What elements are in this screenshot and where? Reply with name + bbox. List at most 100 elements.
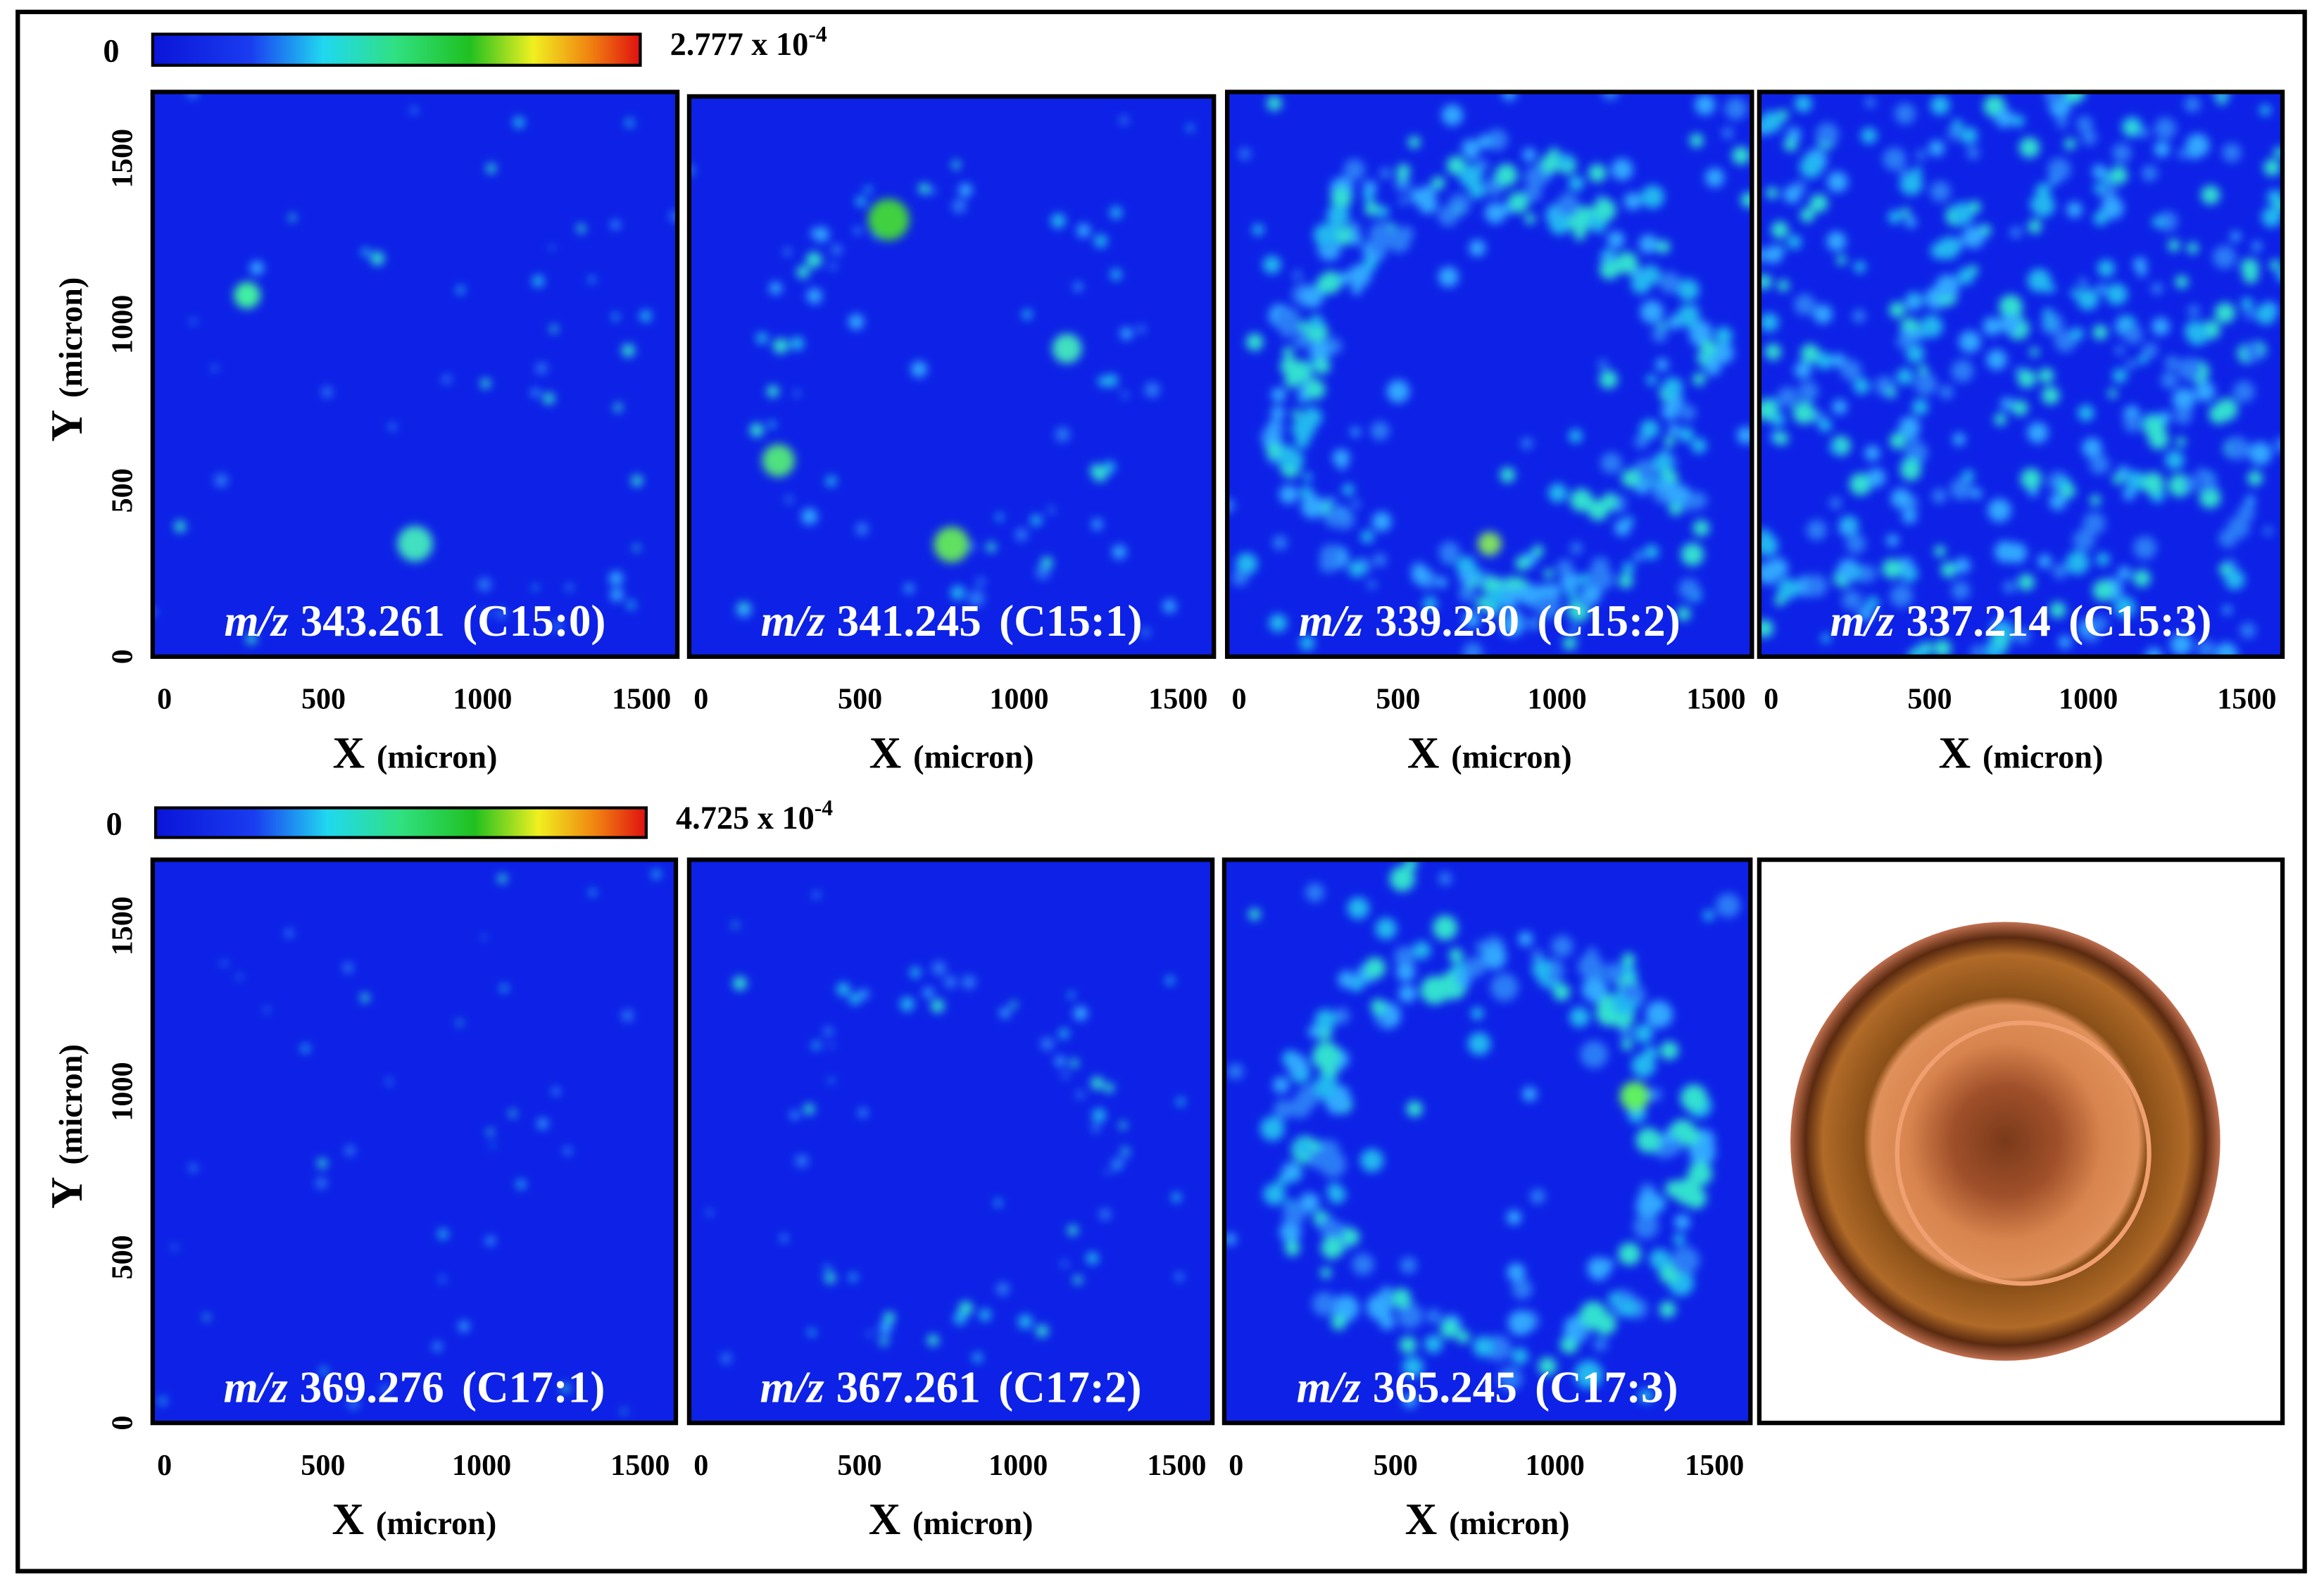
heatmap-spot — [2109, 166, 2128, 184]
heatmap-spot — [1305, 883, 1325, 903]
heatmap-spot — [2184, 476, 2199, 491]
heatmap-spot — [1104, 1083, 1114, 1093]
heatmap-spot — [1314, 1009, 1336, 1031]
heatmap-spot — [1186, 124, 1194, 132]
heatmap-spot — [1464, 144, 1479, 160]
heatmap-spot — [1634, 434, 1649, 449]
heatmap-spot — [2214, 302, 2236, 324]
heatmap-spot — [1633, 1024, 1653, 1043]
heatmap-spot — [442, 375, 452, 384]
y-axis-label: Y (micron) — [42, 277, 92, 442]
heatmap-spot — [1486, 588, 1505, 608]
heatmap-spot — [1906, 344, 1925, 363]
heatmap-spot — [1271, 387, 1286, 403]
heatmap-spot — [1500, 613, 1525, 636]
heatmap-spot — [1272, 535, 1288, 551]
heatmap-spot — [2078, 277, 2088, 288]
heatmap-spot — [1283, 1202, 1306, 1226]
heatmap-spot — [1308, 1150, 1328, 1169]
heatmap-spot — [2152, 215, 2164, 228]
heatmap-spot — [1092, 466, 1108, 482]
heatmap-spot — [2112, 143, 2132, 163]
heatmap-spot — [2066, 551, 2090, 574]
y-tick-label: 0 — [106, 649, 139, 664]
heatmap-spot — [1883, 147, 1907, 171]
heatmap-spot — [1048, 506, 1055, 514]
heatmap-spot — [1724, 97, 1747, 120]
heatmap-spot — [1338, 271, 1352, 284]
heatmap-spot — [1269, 614, 1288, 632]
heatmap-spot — [976, 577, 985, 587]
heatmap-spot — [172, 1244, 177, 1250]
heatmap-spot — [1119, 1122, 1127, 1129]
heatmap-spot — [1289, 1098, 1310, 1119]
heatmap-spot — [1376, 206, 1389, 218]
heatmap-spot — [1564, 206, 1576, 218]
heatmap-spot — [1543, 569, 1554, 579]
heatmap-spot — [1067, 1225, 1078, 1236]
heatmap-spot — [1849, 473, 1872, 496]
heatmap-spot — [1689, 133, 1704, 148]
label-mz: 343.261 — [301, 596, 445, 646]
heatmap-spot — [1928, 140, 1945, 156]
heatmap-spot — [756, 332, 768, 344]
heatmap-spot — [2213, 245, 2237, 269]
heatmap-spot — [1400, 1257, 1417, 1274]
heatmap-image — [1759, 92, 2283, 657]
heatmap-spot — [1548, 483, 1567, 503]
heatmap-spot — [1459, 164, 1483, 189]
heatmap-spot — [2187, 305, 2200, 318]
heatmap-spot — [389, 423, 396, 430]
heatmap-spot — [1350, 427, 1360, 437]
heatmap-spot — [1777, 280, 1790, 291]
panel-label: m/z 365.245 (C17:3) — [1297, 1363, 1678, 1412]
x-tick-label: 1000 — [1526, 1449, 1585, 1482]
heatmap-spot — [2018, 574, 2035, 591]
label-mz: 337.214 — [1907, 596, 2051, 646]
heatmap-spot — [1692, 520, 1710, 536]
heatmap-spot — [958, 1301, 973, 1316]
heatmap-spot — [251, 1385, 258, 1391]
heatmap-spot — [2009, 226, 2022, 239]
heatmap-spot — [801, 508, 818, 525]
heatmap-spot — [1176, 1098, 1186, 1106]
heatmap-spot — [1915, 331, 1925, 341]
heatmap-spot — [1703, 910, 1714, 921]
heatmap-background — [152, 860, 676, 1424]
heatmap-spot — [1364, 957, 1386, 979]
heatmap-spot — [2243, 342, 2263, 362]
heatmap-spot — [1607, 231, 1625, 249]
y-tick-label: 0 — [106, 1416, 139, 1431]
heatmap-spot — [1960, 127, 1978, 144]
heatmap-panel: m/z 369.276 (C17:1) 0 500 1000 1500 X (micron) 0 5… — [42, 857, 679, 1544]
heatmap-spot — [612, 313, 620, 321]
heatmap-spot — [785, 496, 793, 504]
heatmap-spot — [1970, 645, 1985, 657]
heatmap-spot — [1266, 443, 1281, 458]
heatmap-spot — [1467, 1032, 1491, 1055]
heatmap-spot — [2143, 417, 2166, 439]
heatmap-spot — [1342, 484, 1355, 496]
heatmap-spot — [2187, 148, 2199, 160]
heatmap-spot — [484, 610, 490, 616]
x-axis-unit: (micron) — [912, 1506, 1033, 1542]
heatmap-spot — [1507, 1210, 1521, 1225]
heatmap-spot — [433, 1342, 442, 1351]
heatmap-spot — [1933, 639, 1952, 657]
heatmap-spot — [958, 183, 973, 197]
heatmap-spot — [2161, 372, 2178, 389]
heatmap-spot — [1299, 635, 1315, 651]
heatmap-spot — [1306, 360, 1316, 370]
heatmap-spot — [1236, 553, 1258, 575]
x-tick-label: 1500 — [610, 1449, 670, 1482]
heatmap-spot — [1477, 134, 1492, 149]
heatmap-background — [689, 96, 1214, 657]
heatmap-spot — [1952, 119, 1963, 130]
heatmap-spot — [2027, 268, 2052, 293]
heatmap-spot — [2157, 211, 2178, 232]
heatmap-spot — [1276, 445, 1298, 467]
heatmap-spot — [1018, 1314, 1033, 1329]
heatmap-spot — [2164, 356, 2180, 370]
label-prefix: m/z — [1299, 596, 1364, 646]
